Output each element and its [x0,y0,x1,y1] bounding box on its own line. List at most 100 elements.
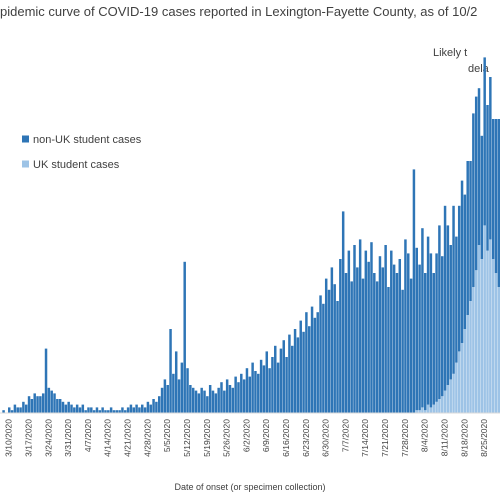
bar [126,407,130,413]
bar [460,343,464,413]
bar [121,407,124,413]
bar [401,289,404,413]
x-tick-label: 7/21/2020 [380,419,390,457]
bar [248,376,252,413]
bar [483,57,486,226]
bar [257,373,260,413]
bar [203,390,206,413]
bar [407,253,410,413]
bar [200,387,203,413]
bar [75,404,79,413]
x-tick-label: 6/2/2020 [241,419,251,452]
bar [44,348,48,413]
bar [330,267,334,413]
bar [440,396,444,413]
bar [392,264,396,413]
bar [149,404,152,413]
bar [307,326,311,413]
x-tick-label: 8/4/2020 [420,419,430,452]
bar [358,239,362,413]
bar [237,382,240,413]
bar [135,404,138,413]
bar [104,410,107,413]
bar [373,273,376,413]
bar [472,113,475,288]
bar [268,368,271,413]
bar [418,264,421,411]
bar [146,401,150,413]
bar [486,250,489,413]
bar [497,119,500,287]
bar [271,357,274,413]
bar [435,401,438,413]
bar [245,368,249,413]
legend: non-UK student cases UK student cases [22,134,142,171]
bar [285,357,288,413]
bar [395,273,399,413]
bar [64,404,68,413]
bar [155,401,158,413]
x-tick-label: 6/16/2020 [281,419,291,457]
bar [449,245,452,380]
bar [361,278,365,413]
x-tick-label: 5/5/2020 [162,419,172,452]
x-tick-label: 8/11/2020 [439,419,449,456]
bar [262,365,266,413]
bar [132,407,135,413]
bar [183,261,186,413]
bar [443,390,447,413]
bar [22,401,25,413]
bar [169,329,172,413]
bar [432,404,435,413]
bar [378,256,382,413]
legend-label: non-UK student cases [33,134,142,146]
bar [276,362,280,413]
bar [489,239,492,413]
x-tick-label: 7/14/2020 [360,419,370,457]
bar [92,410,96,413]
bar [486,105,489,251]
bar [466,315,469,413]
bar [282,340,285,413]
x-tick-label: 7/7/2020 [340,419,350,452]
bar [157,396,161,413]
bar [189,385,192,413]
bar [41,393,45,413]
x-tick-label: 3/31/2020 [63,419,73,457]
bar [279,348,283,413]
bar [217,387,220,413]
bar [291,345,294,413]
bar [353,245,356,413]
bar [16,407,19,413]
bar [494,273,498,413]
bar [333,284,336,413]
bar [172,373,175,413]
bar [415,247,418,411]
x-tick-label: 3/24/2020 [43,419,53,457]
legend-swatch [22,135,29,143]
bar [112,410,116,413]
annotation: dela [468,63,490,75]
bar [47,387,51,413]
bar [242,379,246,413]
bar [438,399,441,413]
bar [415,410,418,413]
x-tick-label: 3/10/2020 [4,419,14,457]
bar [310,306,314,413]
bar [341,211,345,413]
x-tick-label: 7/28/2020 [400,419,410,457]
bar [214,393,218,413]
bar [124,410,127,413]
x-tick-label: 6/9/2020 [261,419,271,452]
bar [491,259,495,413]
x-tick-label: 4/7/2020 [83,419,93,452]
bar [424,410,427,413]
bar [177,379,181,413]
bar [180,362,184,413]
bar [398,259,402,413]
bar [313,317,317,413]
bar [364,250,368,413]
bar [10,410,14,413]
bar [13,404,17,413]
annotation: Likely t [433,47,467,59]
